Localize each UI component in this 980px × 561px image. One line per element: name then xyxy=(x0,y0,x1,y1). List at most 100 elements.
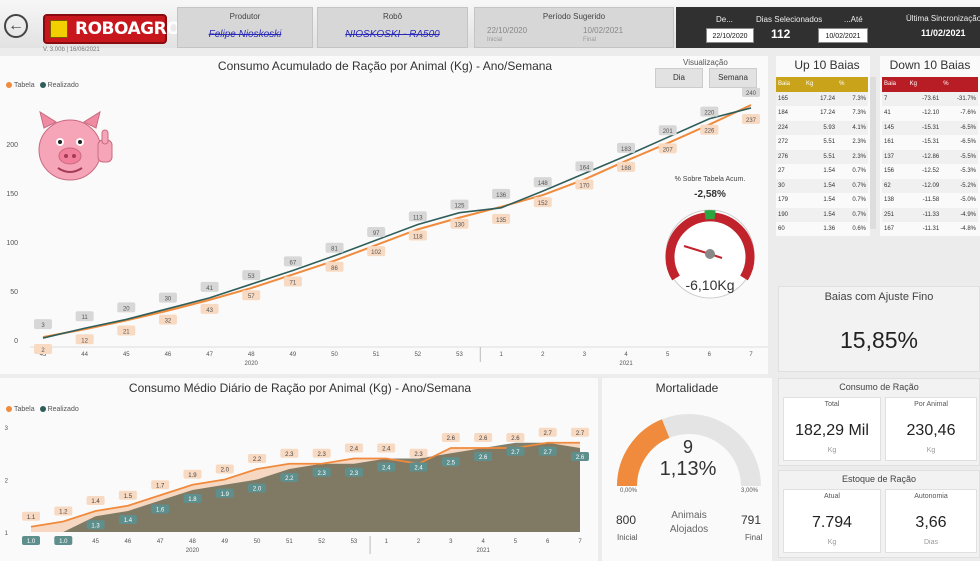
down10-row[interactable]: 7 -73.61 -31.7% xyxy=(882,91,978,106)
down10-cell: -12.52 xyxy=(922,168,940,175)
data-label-bg xyxy=(22,511,40,521)
down10-row[interactable]: 145 -15.31 -6.5% xyxy=(882,120,978,135)
data-label: 188 xyxy=(621,166,632,172)
up10-cell: 17.24 xyxy=(820,110,836,117)
down10-header: % xyxy=(943,81,949,88)
consumo-animal-value: 230,46 xyxy=(906,422,956,439)
data-label-bg xyxy=(158,314,177,325)
data-label: 2.4 xyxy=(350,447,359,453)
up10-row[interactable]: 27 1.54 0.7% xyxy=(776,164,868,179)
data-label-bg xyxy=(54,506,73,516)
data-label: 2.7 xyxy=(544,431,553,437)
down10-cell: 156 xyxy=(884,168,895,175)
up10-row[interactable]: 272 5.51 2.3% xyxy=(776,135,868,150)
up10-row[interactable]: 179 1.54 0.7% xyxy=(776,193,868,208)
data-label-bg xyxy=(151,504,170,514)
x-tick-label: 5 xyxy=(514,539,518,545)
up10-row[interactable]: 224 5.93 4.1% xyxy=(776,120,868,135)
x-tick-label: 4 xyxy=(481,539,485,545)
down10-row[interactable]: 251 -11.33 -4.9% xyxy=(882,207,978,222)
x-tick-label: 2 xyxy=(541,352,545,358)
data-label-bg xyxy=(408,230,427,241)
data-label: 71 xyxy=(290,280,297,286)
data-label-bg xyxy=(474,433,493,442)
semana-button[interactable]: Semana xyxy=(709,68,757,88)
y-tick-label: 200 xyxy=(6,142,18,149)
data-label: 97 xyxy=(373,231,380,237)
legend-tabela: Tabela xyxy=(14,82,35,89)
down10-cell: 138 xyxy=(884,197,895,204)
up10-cell: 5.51 xyxy=(823,139,836,146)
down10-row[interactable]: 62 -12.09 -5.2% xyxy=(882,178,978,193)
data-label: 20 xyxy=(123,306,130,312)
data-label-bg xyxy=(117,302,136,313)
data-label-bg xyxy=(86,520,105,530)
up10-row[interactable]: 190 1.54 0.7% xyxy=(776,207,868,222)
estoque-autonomia-label: Autonomia xyxy=(914,493,948,500)
down10-cell: 251 xyxy=(884,211,895,218)
data-label: 2.3 xyxy=(414,452,423,458)
data-label: 237 xyxy=(746,118,757,124)
data-label-bg xyxy=(151,480,170,490)
down10-cell: -15.31 xyxy=(922,124,940,131)
up10-cell: 2.3% xyxy=(852,153,866,160)
legend-realizado: Realizado xyxy=(47,82,79,89)
up10-row[interactable]: 165 17.24 7.3% xyxy=(776,91,868,106)
y-tick-label: 2 xyxy=(5,479,9,485)
ate-date-input[interactable]: 10/02/2021 xyxy=(818,28,868,43)
data-label-bg xyxy=(248,454,267,463)
down10-row[interactable]: 156 -12.52 -5.3% xyxy=(882,164,978,179)
data-label-bg xyxy=(538,427,557,437)
up10-cell: 224 xyxy=(778,124,789,131)
x-tick-label: 44 xyxy=(81,352,88,358)
robo-filter[interactable]: Robô NIOSKOSKI - RA500 xyxy=(317,7,468,48)
data-label: 2.7 xyxy=(576,431,585,437)
de-date-input[interactable]: 22/10/2020 xyxy=(706,28,754,43)
gauge-fill xyxy=(617,419,670,487)
data-label-bg xyxy=(441,457,460,467)
year-label: 2021 xyxy=(476,548,490,554)
down10-row[interactable]: 41 -12.10 -7.6% xyxy=(882,106,978,121)
consumo-racao-card: Consumo de Ração Total 182,29 Mil Kg Por… xyxy=(778,378,980,466)
x-tick-label: 51 xyxy=(373,352,380,358)
data-label: 102 xyxy=(371,250,382,256)
down10-panel xyxy=(880,56,980,236)
data-label: 1.0 xyxy=(59,539,68,545)
up10-row[interactable]: 276 5.51 2.3% xyxy=(776,149,868,164)
ajuste-fino-title: Baias com Ajuste Fino xyxy=(824,291,934,303)
down10-row[interactable]: 161 -15.31 -6.5% xyxy=(882,135,978,150)
produtor-label: Produtor xyxy=(229,12,261,21)
robo-value: NIOSKOSKI - RA500 xyxy=(345,29,440,40)
data-label: 1.1 xyxy=(27,515,36,521)
up10-cell: 272 xyxy=(778,139,789,146)
data-label-bg xyxy=(450,218,469,229)
data-label-bg xyxy=(117,325,136,336)
back-arrow-icon[interactable]: ← xyxy=(4,14,28,38)
series-line-tabela xyxy=(30,441,580,528)
down10-row[interactable]: 137 -12.86 -5.5% xyxy=(882,149,978,164)
up10-row[interactable]: 60 1.36 0.6% xyxy=(776,222,868,237)
data-label-bg xyxy=(575,161,594,172)
gauge-percent: -2,58% xyxy=(694,189,726,200)
up10-cell: 1.54 xyxy=(823,168,836,175)
down10-row[interactable]: 138 -11.58 -5.0% xyxy=(882,193,978,208)
cumulative-chart-title: Consumo Acumulado de Ração por Animal (K… xyxy=(217,59,553,73)
up10-scrollbar[interactable] xyxy=(870,77,876,229)
logo-text: ROBOAGRO xyxy=(75,19,181,39)
down10-table: Baia Kg% 7 -73.61 -31.7% 41 -12.10 -7.6% 145 -15… xyxy=(882,77,978,237)
dia-button[interactable]: Dia xyxy=(655,68,703,88)
down10-row[interactable]: 167 -11.31 -4.8% xyxy=(882,222,978,237)
produtor-filter[interactable]: Produtor Felipe Nioskoski xyxy=(177,7,313,48)
data-label-bg xyxy=(533,197,552,208)
data-label-bg xyxy=(75,334,94,345)
up10-row[interactable]: 184 17.24 7.3% xyxy=(776,106,868,121)
x-tick-label: 46 xyxy=(165,352,172,358)
up10-cell: 190 xyxy=(778,211,789,218)
up10-row[interactable]: 30 1.54 0.7% xyxy=(776,178,868,193)
up10-cell: 1.36 xyxy=(823,226,836,233)
consumo-title: Consumo de Ração xyxy=(839,382,919,392)
data-label-bg xyxy=(571,427,589,437)
data-label-bg xyxy=(617,161,636,172)
periodo-inicio-label: Inicial xyxy=(487,37,503,43)
